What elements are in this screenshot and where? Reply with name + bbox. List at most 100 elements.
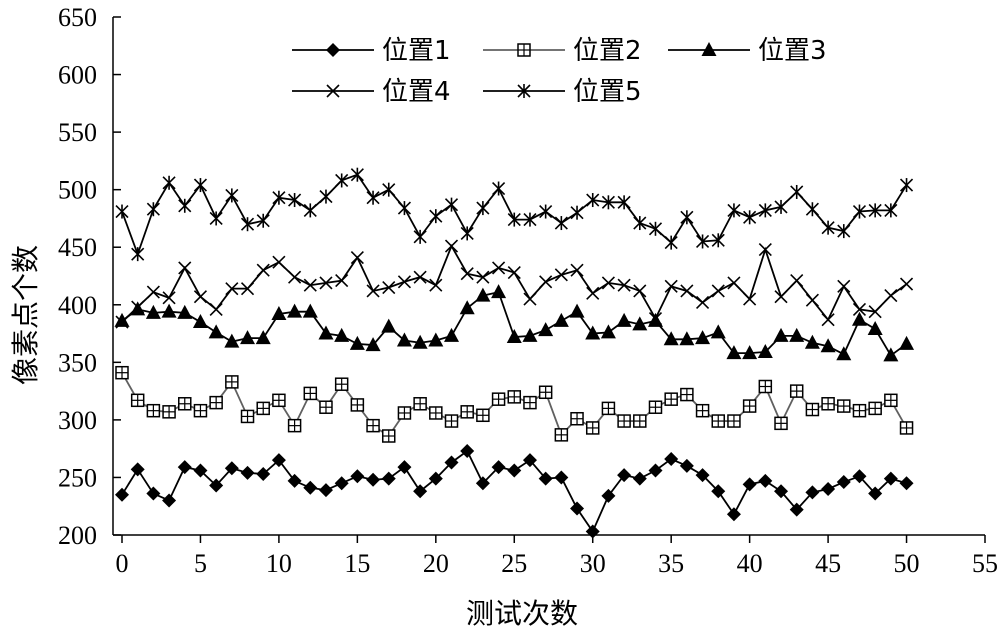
data-point xyxy=(868,305,882,319)
data-point xyxy=(523,212,537,227)
data-point xyxy=(664,392,678,406)
data-point xyxy=(381,429,396,443)
data-point xyxy=(193,178,208,193)
data-point xyxy=(570,501,585,516)
data-point xyxy=(804,334,820,349)
x-tick-label: 40 xyxy=(737,549,763,578)
data-point xyxy=(884,289,898,303)
data-point xyxy=(130,393,145,408)
x-axis-title: 测试次数 xyxy=(466,597,578,630)
data-point xyxy=(757,343,773,358)
data-point xyxy=(475,287,491,302)
data-point xyxy=(569,303,585,318)
data-point xyxy=(256,213,270,228)
data-point xyxy=(177,460,192,475)
data-point xyxy=(899,476,914,491)
data-point xyxy=(790,184,804,199)
data-point xyxy=(303,203,317,218)
data-point xyxy=(162,291,176,305)
data-point xyxy=(492,181,506,196)
x-tick-label: 30 xyxy=(580,549,606,578)
x-tick-label: 35 xyxy=(658,549,684,578)
data-point xyxy=(224,333,240,348)
data-point xyxy=(272,255,286,269)
data-point xyxy=(209,478,224,493)
data-point xyxy=(365,337,381,352)
data-point xyxy=(287,418,302,433)
y-tick-label: 600 xyxy=(58,61,97,90)
data-point xyxy=(758,379,773,394)
data-point xyxy=(570,263,584,277)
series-layer xyxy=(114,167,915,539)
data-point xyxy=(868,203,882,218)
data-point xyxy=(507,212,521,227)
data-point xyxy=(429,209,443,224)
data-point xyxy=(381,471,396,486)
data-point xyxy=(679,458,694,473)
data-point xyxy=(302,303,318,318)
data-point xyxy=(428,471,443,486)
data-point xyxy=(192,314,208,329)
data-point xyxy=(774,416,788,431)
x-tick-label: 20 xyxy=(423,549,449,578)
legend-item-1: 位置1 xyxy=(292,36,451,66)
data-point xyxy=(225,282,239,296)
data-point xyxy=(899,178,914,193)
legend-marker xyxy=(701,42,717,56)
data-point xyxy=(460,226,474,241)
data-point xyxy=(460,443,475,458)
data-point xyxy=(679,331,695,346)
data-point xyxy=(883,471,898,486)
data-point xyxy=(805,402,820,417)
data-point xyxy=(178,261,192,275)
data-point xyxy=(774,484,789,499)
y-tick-label: 650 xyxy=(58,3,97,32)
data-point xyxy=(255,330,271,345)
data-point xyxy=(837,279,851,293)
legend-item-2: 位置2 xyxy=(483,36,642,66)
data-point xyxy=(115,365,129,380)
data-point xyxy=(554,216,568,231)
data-point xyxy=(601,195,615,210)
data-point xyxy=(240,465,255,480)
data-point xyxy=(412,334,428,349)
data-point xyxy=(586,286,600,300)
data-point xyxy=(271,305,287,320)
data-point xyxy=(585,524,600,539)
data-point xyxy=(538,322,554,337)
data-point xyxy=(899,277,914,291)
series-line xyxy=(121,244,908,323)
data-point xyxy=(225,375,239,389)
data-point xyxy=(695,330,711,345)
data-point xyxy=(617,278,631,292)
data-point xyxy=(303,480,318,495)
data-point xyxy=(758,473,773,488)
data-point xyxy=(663,331,679,346)
data-point xyxy=(146,285,160,299)
data-point xyxy=(240,217,255,232)
data-point xyxy=(727,203,741,218)
data-point xyxy=(633,284,647,298)
data-point xyxy=(821,220,835,235)
x-tick-label: 50 xyxy=(894,549,920,578)
data-point xyxy=(836,475,851,490)
series-4 xyxy=(115,239,914,329)
data-point xyxy=(868,401,882,416)
y-tick-label: 200 xyxy=(58,521,97,550)
data-point xyxy=(162,175,176,190)
data-point xyxy=(146,403,161,418)
data-point xyxy=(272,190,286,205)
data-point xyxy=(852,403,867,418)
data-point xyxy=(883,347,899,362)
data-point xyxy=(664,452,679,467)
data-point xyxy=(633,216,647,231)
data-point xyxy=(790,274,804,288)
data-point xyxy=(554,470,569,485)
data-point xyxy=(507,390,522,404)
data-point xyxy=(115,315,129,329)
data-point xyxy=(617,414,631,428)
data-point xyxy=(382,182,396,197)
data-point xyxy=(381,318,397,333)
data-point xyxy=(821,481,836,496)
